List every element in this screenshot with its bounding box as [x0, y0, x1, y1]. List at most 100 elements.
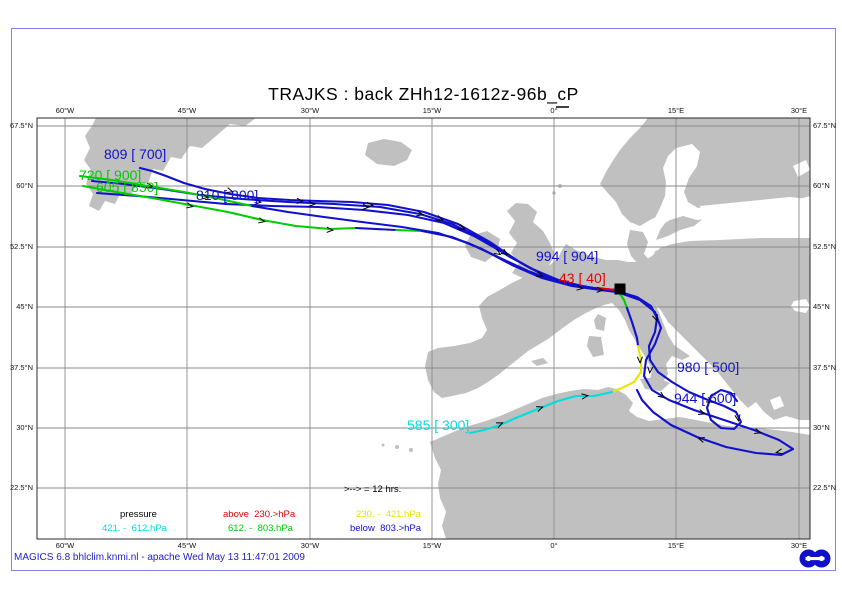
time-step-arrow-icon: [697, 436, 705, 443]
time-step-arrow-icon: [436, 215, 444, 221]
lon-tick-top: 30°W: [300, 106, 320, 115]
trajectory-label-traj-994-904: 994 [ 904]: [536, 248, 599, 264]
lon-tick-bottom: 30°W: [300, 541, 320, 550]
lat-tick-right: 52.5°N: [813, 242, 837, 251]
africa: [430, 387, 810, 539]
island-dot: [654, 250, 660, 256]
black-sea: [791, 299, 810, 313]
lat-tick-right: 60°N: [813, 181, 830, 190]
time-step-arrow-icon: [536, 406, 544, 412]
lon-tick-top: 45°W: [177, 106, 197, 115]
lat-tick-left: 37.5°N: [9, 363, 33, 372]
lon-tick-bottom: 15°E: [667, 541, 685, 550]
lon-tick-bottom: 0°: [550, 541, 558, 550]
corsica: [594, 314, 606, 331]
time-step-arrow-icon: [647, 366, 654, 375]
traj-809-700: [138, 166, 618, 292]
trajectory-label-traj-980-500: 980 [ 500]: [677, 359, 740, 375]
sardinia: [587, 336, 604, 357]
legend-entry: above 230.>hPa: [223, 509, 296, 520]
time-step-arrow-icon: [308, 200, 317, 207]
time-step-arrow-icon: [775, 448, 783, 455]
traj-605-850: [354, 226, 398, 232]
baltic-sea: [654, 144, 724, 226]
time-step-arrow-icon: [186, 202, 194, 209]
lat-tick-left: 60°N: [16, 181, 33, 190]
legend-entry: pressure: [120, 509, 157, 520]
lon-tick-top: 15°E: [667, 106, 685, 115]
time-step-arrow-icon: [536, 271, 544, 277]
lat-tick-right: 45°N: [813, 302, 830, 311]
time-step-arrow-icon: [258, 217, 266, 224]
lon-tick-top: 60°W: [55, 106, 75, 115]
trajectory-label-traj-720-900: 720 [ 900]: [79, 167, 142, 183]
white-sea: [793, 160, 810, 177]
lon-tick-bottom: 30°E: [790, 541, 808, 550]
lat-tick-left: 67.5°N: [9, 121, 33, 130]
island-dot: [409, 448, 413, 452]
lon-tick-top: 0°: [550, 106, 558, 115]
island-dot: [381, 443, 385, 447]
time-step-arrow-icon: [254, 198, 263, 205]
traj-720-900: [78, 174, 254, 208]
time-step-arrow-icon: [500, 248, 509, 256]
trajectory-label-traj-585-300: 585 [ 300]: [407, 417, 470, 433]
lon-tick-top: 30°E: [790, 106, 808, 115]
time-step-arrow-icon: [496, 422, 504, 428]
trajectory-label-traj-43-40: 43 [ 40]: [559, 270, 606, 286]
denmark: [627, 230, 651, 266]
lat-tick-right: 30°N: [813, 423, 830, 432]
trajectory-label-traj-810-800: 810 [ 800]: [196, 187, 259, 203]
traj-720-900: [250, 204, 618, 292]
time-step-arrow-icon: [226, 187, 234, 194]
page-border: [11, 28, 836, 571]
legend-entry: below 803.>hPa: [350, 523, 422, 534]
greenland: [84, 118, 256, 211]
europe-mainland: [425, 238, 810, 420]
traj-994-904: [95, 191, 618, 293]
time-step-arrow-icon: [366, 201, 375, 208]
time-step-arrow-icon: [652, 314, 658, 322]
lon-tick-top: 15°W: [422, 106, 442, 115]
lat-tick-right: 67.5°N: [813, 121, 837, 130]
traj-605-850: [81, 184, 358, 231]
lat-tick-left: 22.5°N: [9, 483, 33, 492]
traj-585-300: [618, 292, 629, 310]
trajectory-label-traj-809-700: 809 [ 700]: [104, 146, 167, 162]
island-dot: [661, 254, 667, 260]
traj-585-300: [625, 306, 640, 348]
lat-tick-left: 30°N: [16, 423, 33, 432]
lat-tick-left: 52.5°N: [9, 242, 33, 251]
time-step-arrow-icon: [296, 197, 305, 204]
map-content: [37, 118, 810, 539]
britain: [507, 203, 555, 279]
time-step-arrow-icon: [326, 226, 335, 233]
legend-entry: 230. - 421.hPa: [356, 509, 421, 520]
lon-tick-bottom: 60°W: [55, 541, 75, 550]
iceland: [365, 139, 412, 166]
ecmwf-logo: [799, 549, 831, 568]
time-step-arrow-icon: [705, 396, 714, 403]
time-step-arrow-icon: [636, 356, 643, 365]
time-step-arrow-icon: [362, 203, 371, 210]
lat-tick-right: 37.5°N: [813, 363, 837, 372]
aegean: [770, 396, 784, 410]
time-step-arrow-icon: [457, 223, 466, 230]
trajectory-label-traj-944-600: 944 [ 600]: [674, 390, 737, 406]
origin-marker: [614, 283, 626, 295]
time-step-arrow-icon: [581, 393, 590, 400]
time-step-arrow-icon: [657, 391, 666, 399]
time-step-arrow-icon: [201, 193, 210, 200]
time-step-arrow-icon: [493, 248, 502, 256]
trajectory-label-traj-605-850: 605 [ 850]: [96, 179, 159, 195]
legend-entry: 421. - 612.hPa: [102, 523, 167, 534]
time-step-note: >--> = 12 hrs.: [344, 484, 402, 495]
traj-585-300: [610, 344, 643, 394]
lat-tick-right: 22.5°N: [813, 483, 837, 492]
sicily: [640, 377, 670, 391]
scandinavia: [600, 118, 810, 240]
gulf-of-finland: [700, 197, 808, 215]
lat-tick-left: 45°N: [16, 302, 33, 311]
